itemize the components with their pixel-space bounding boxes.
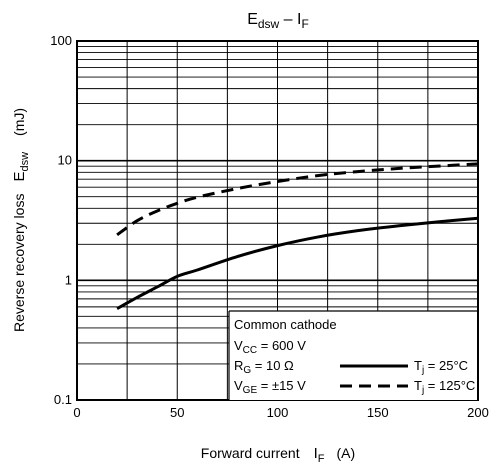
legend-header: Common cathode xyxy=(234,317,337,332)
legend: Common cathode VCC = 600 V RG = 10 Ω VGE… xyxy=(228,310,478,400)
series-layer xyxy=(116,162,479,310)
legend-label-125c: Tj = 125°C xyxy=(414,378,475,396)
x-tick-label: 50 xyxy=(170,405,184,420)
y-tick-label: 10 xyxy=(58,153,72,168)
y-tick-label: 1 xyxy=(65,272,72,287)
legend-background xyxy=(229,311,477,400)
x-tick-label: 150 xyxy=(367,405,389,420)
x-tick-label: 100 xyxy=(267,405,289,420)
y-axis-label: Reverse recovery lossEdsw(mJ) xyxy=(11,108,31,332)
grid xyxy=(77,41,478,400)
x-tick-label: 200 xyxy=(467,405,489,420)
legend-label-25c: Tj = 25°C xyxy=(414,358,468,376)
series-line-tj-25c xyxy=(116,216,479,310)
series-line-tj-125c xyxy=(116,162,479,237)
x-axis-label: Forward current IF (A) xyxy=(201,445,355,465)
y-tick-label: 0.1 xyxy=(54,392,72,407)
y-tick-label: 100 xyxy=(50,33,72,48)
x-tick-label: 0 xyxy=(73,405,80,420)
condition-vcc: VCC = 600 V xyxy=(234,338,306,356)
condition-rg: RG = 10 Ω xyxy=(234,358,294,376)
tick-labels: 0 50 100 150 200 0.1 1 10 100 xyxy=(50,33,489,420)
condition-vge: VGE = ±15 V xyxy=(234,378,306,396)
chart-title: Edsw – IF xyxy=(247,11,309,31)
